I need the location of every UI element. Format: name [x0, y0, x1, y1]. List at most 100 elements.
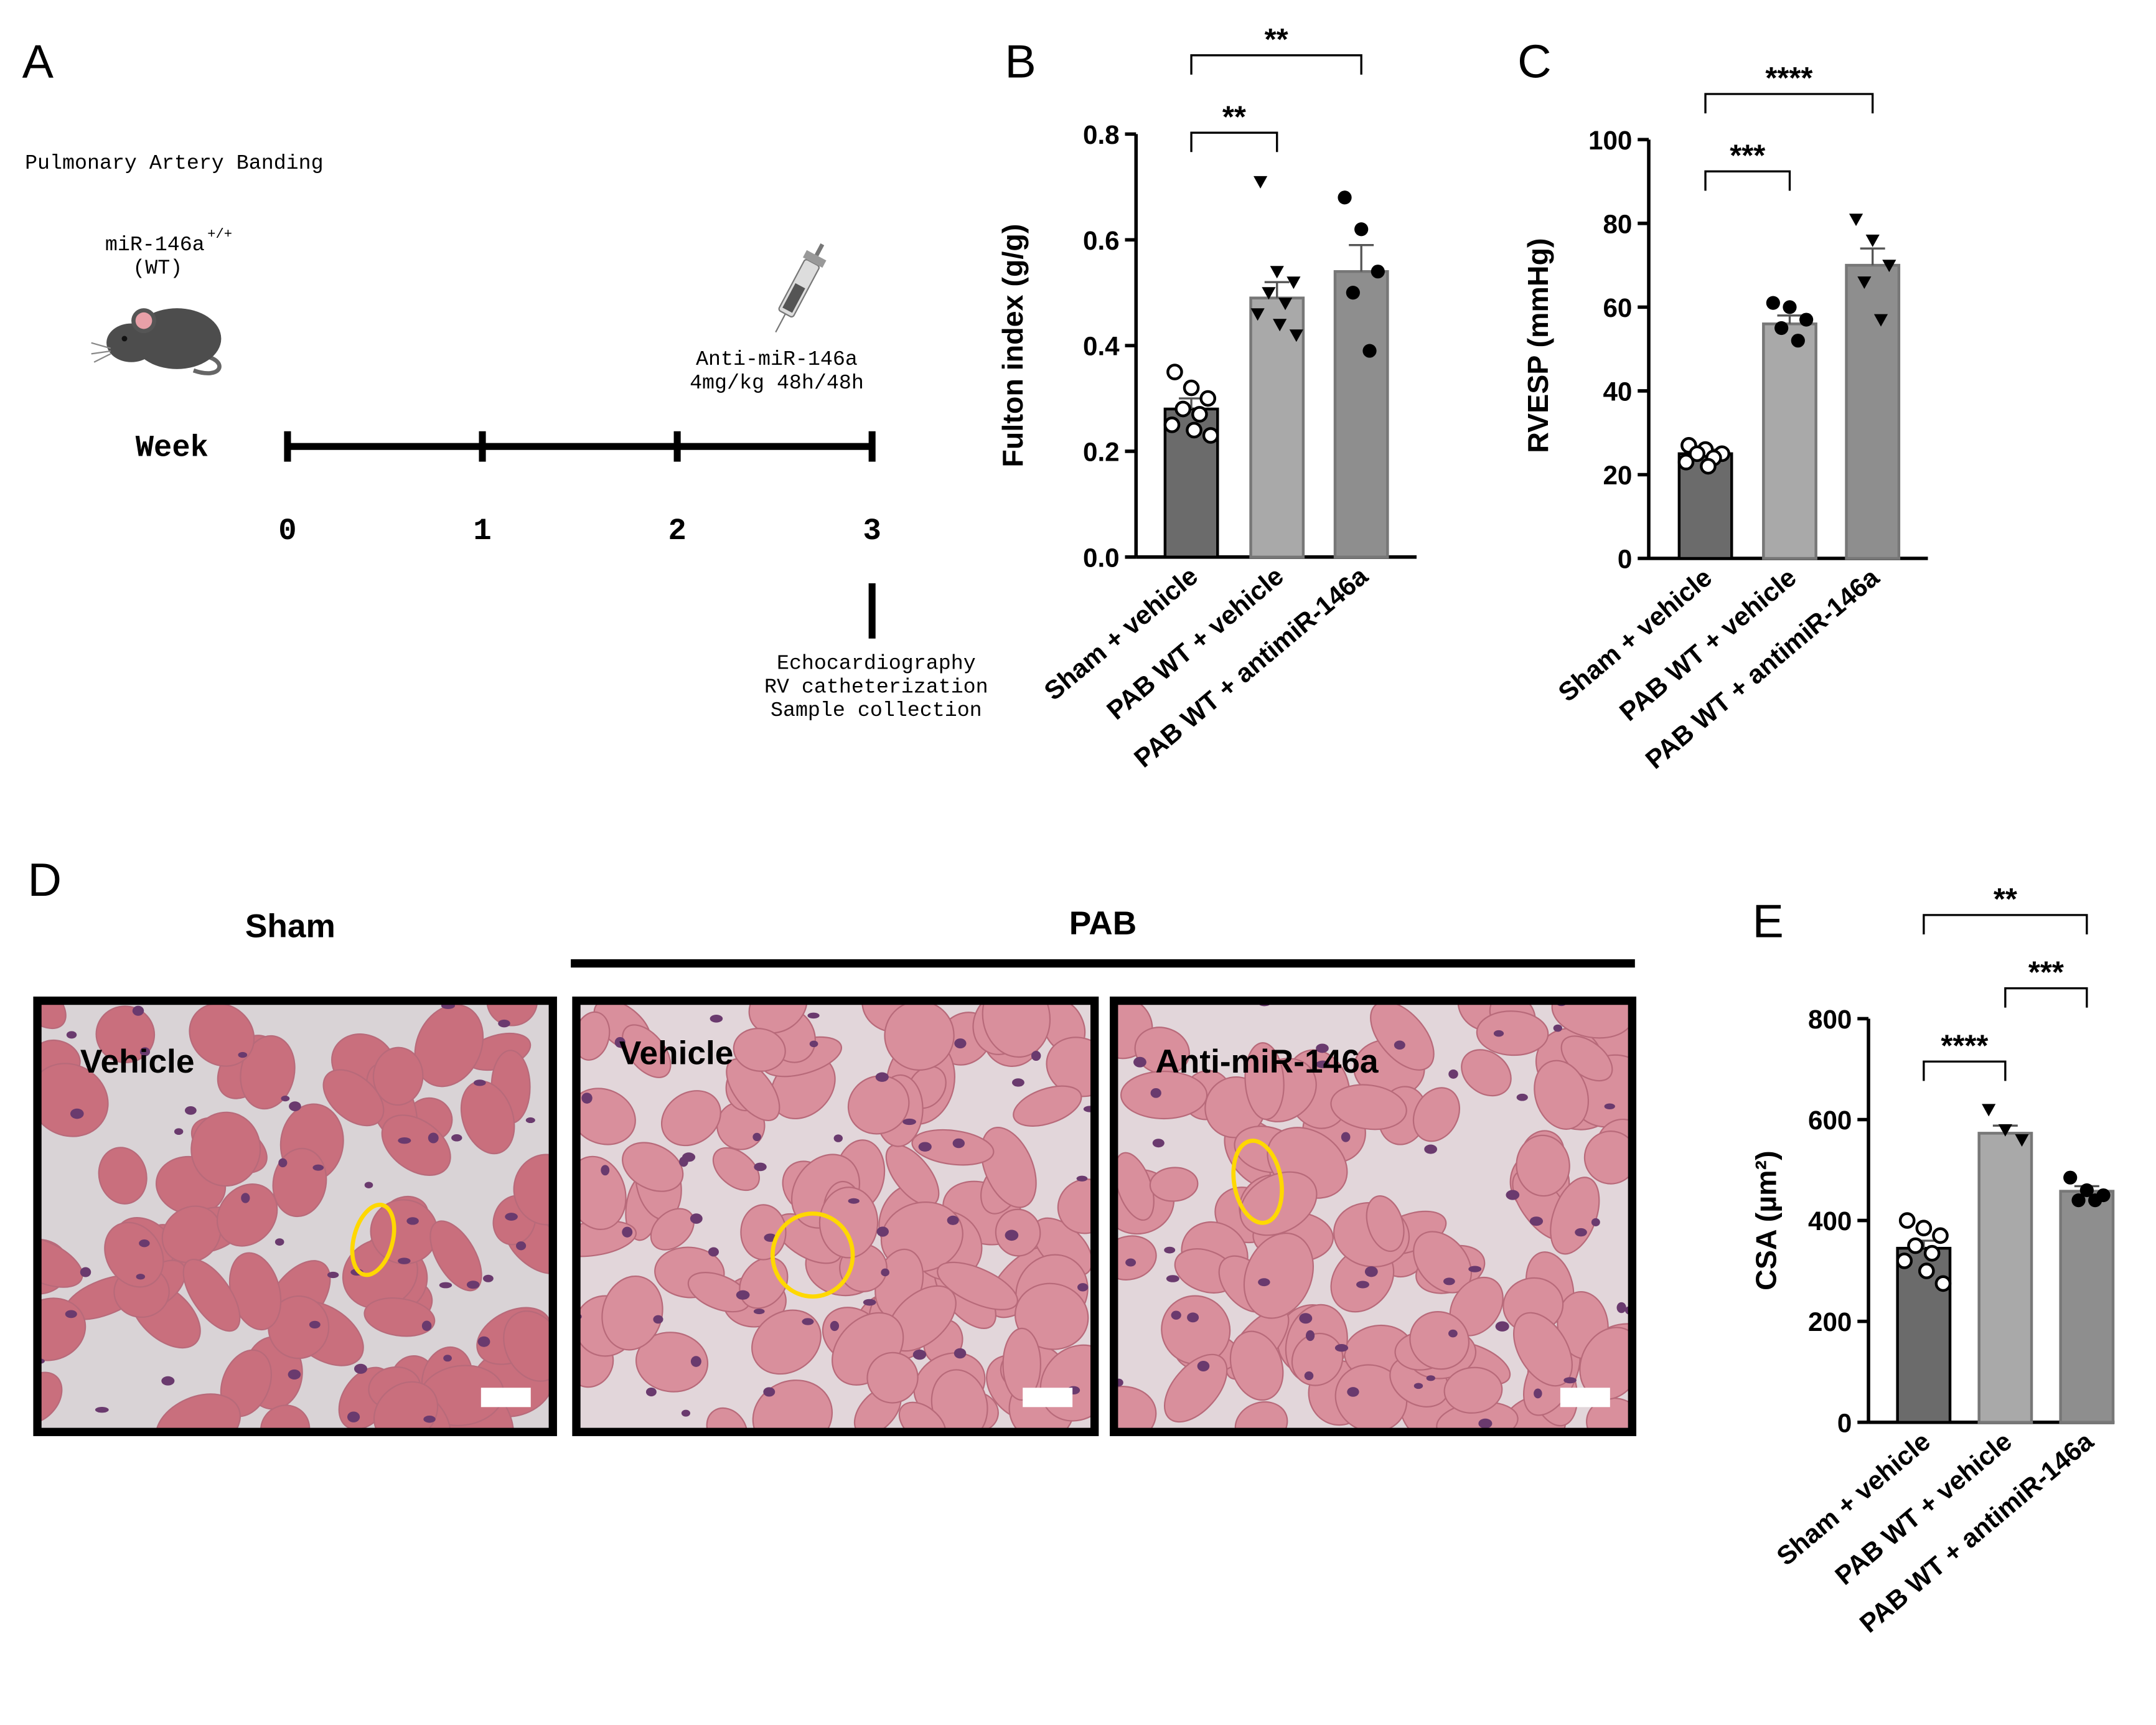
nucleus — [833, 1134, 843, 1142]
nucleus — [1316, 1060, 1330, 1068]
micrograph — [37, 1000, 553, 1432]
nucleus — [1424, 1144, 1438, 1154]
data-point — [1898, 1212, 1916, 1229]
nucleus — [902, 1118, 916, 1126]
fiber — [898, 1401, 947, 1432]
fiber — [322, 1069, 385, 1127]
mouse-icon — [91, 308, 222, 375]
data-point — [1915, 1220, 1933, 1237]
fiber — [381, 1114, 451, 1176]
data-point — [1783, 300, 1797, 314]
nucleus — [1468, 1266, 1482, 1272]
timeline-tick-label: 2 — [668, 514, 686, 548]
fiber — [182, 1258, 241, 1332]
data-point — [1346, 286, 1360, 300]
y-tick-label: 400 — [1808, 1206, 1852, 1236]
nucleus — [1591, 1218, 1600, 1226]
data-point — [1163, 416, 1181, 433]
nucleus — [1506, 1190, 1520, 1200]
nucleus — [614, 1036, 626, 1048]
fiber — [911, 1129, 995, 1166]
nucleus — [1077, 1283, 1089, 1292]
nucleus — [309, 1320, 321, 1328]
strain: miR-146a — [105, 233, 205, 256]
image-label: Vehicle — [80, 1043, 195, 1080]
nucleus — [136, 1274, 146, 1280]
nucleus — [1529, 1216, 1544, 1226]
data-point — [2088, 1193, 2102, 1208]
fiber — [866, 1351, 919, 1404]
y-tick-label: 60 — [1603, 293, 1632, 322]
y-tick-label: 100 — [1588, 126, 1632, 155]
y-tick-label: 800 — [1808, 1005, 1852, 1034]
nucleus — [954, 1348, 967, 1359]
fiber — [429, 1220, 482, 1292]
fiber — [995, 1208, 1041, 1257]
nucleus — [1150, 1088, 1161, 1098]
significance-bracket — [1190, 131, 1278, 153]
data-point — [1882, 260, 1896, 273]
data-point — [1865, 234, 1880, 247]
significance-label: **** — [1765, 62, 1812, 95]
data-point — [1799, 313, 1814, 327]
frame — [33, 996, 557, 1436]
data-point — [2079, 1183, 2094, 1198]
nucleus — [505, 1213, 518, 1221]
nucleus — [406, 1217, 419, 1225]
strain-sup: +/+ — [207, 227, 232, 242]
significance-bracket — [1704, 170, 1791, 191]
panel-label: B — [1005, 35, 1036, 87]
nucleus — [278, 1158, 288, 1168]
nucleus — [132, 1005, 144, 1016]
nucleus — [1394, 1040, 1405, 1050]
timeline-tick-label: 0 — [278, 514, 296, 548]
nucleus — [1413, 1383, 1423, 1389]
fiber — [818, 1187, 879, 1259]
nucleus — [653, 1315, 663, 1324]
fiber — [748, 1000, 808, 1034]
data-point — [1270, 266, 1284, 279]
fiber — [1412, 1087, 1460, 1142]
nucleus — [1616, 1302, 1626, 1314]
nucleus — [875, 1072, 889, 1082]
significance-bracket — [2004, 987, 2088, 1008]
fiber — [847, 1075, 910, 1135]
nucleus — [807, 1012, 820, 1019]
y-axis-label: CSA (µm²) — [1750, 1150, 1782, 1290]
nucleus — [1364, 1266, 1378, 1277]
nucleus — [498, 1019, 510, 1028]
significance-bracket — [1923, 1060, 2007, 1081]
nucleus — [1341, 1132, 1351, 1142]
nucleus — [288, 1369, 301, 1380]
nucleus — [516, 1241, 527, 1251]
nucleus — [281, 1095, 290, 1102]
data-point — [1338, 190, 1352, 205]
fiber — [161, 1205, 222, 1264]
bar — [1249, 296, 1305, 559]
data-point — [1371, 265, 1385, 279]
significance-label: *** — [2028, 956, 2064, 990]
nucleus — [1152, 1139, 1165, 1148]
y-tick-label: 0.2 — [1083, 437, 1120, 466]
nucleus — [80, 1267, 91, 1277]
timeline-tick-label: 3 — [863, 514, 881, 548]
data-point — [1849, 214, 1863, 227]
nucleus — [347, 1411, 360, 1422]
nucleus — [645, 1387, 657, 1397]
nucleus — [1031, 1051, 1041, 1061]
fiber — [189, 1003, 255, 1067]
nucleus — [912, 1349, 927, 1360]
endpoint: Sample collection — [771, 698, 982, 722]
nucleus — [451, 1134, 462, 1142]
treatment-dose: 4mg/kg 48h/48h — [690, 371, 864, 395]
data-point — [1278, 298, 1293, 311]
nucleus — [477, 1336, 490, 1347]
fiber — [37, 1235, 83, 1288]
fiber — [98, 1147, 148, 1205]
data-point — [1191, 406, 1208, 423]
data-point — [1982, 1104, 1996, 1117]
nucleus — [1187, 1312, 1199, 1323]
data-point — [1287, 276, 1301, 289]
fiber — [1330, 1084, 1407, 1130]
data-point — [1199, 390, 1217, 407]
